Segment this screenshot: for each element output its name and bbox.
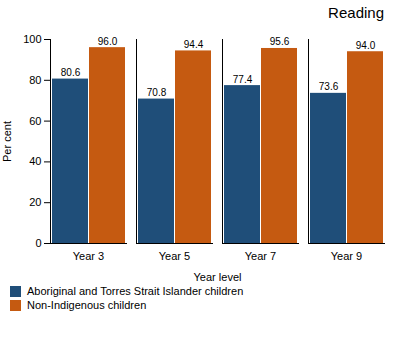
svg-text:20: 20	[29, 196, 41, 208]
svg-text:Year 9: Year 9	[331, 250, 362, 262]
svg-text:Per cent: Per cent	[1, 121, 13, 162]
svg-text:Year 3: Year 3	[73, 250, 104, 262]
svg-text:73.6: 73.6	[319, 81, 339, 92]
svg-text:Year 5: Year 5	[159, 250, 190, 262]
svg-text:77.4: 77.4	[233, 74, 253, 85]
svg-text:100: 100	[23, 33, 41, 45]
svg-text:94.0: 94.0	[356, 40, 376, 51]
html-text:Non-Indigenous children: Non-Indigenous children	[27, 299, 147, 311]
html-text:Aboriginal and Torres Strait I: Aboriginal and Torres Strait Islander ch…	[27, 285, 244, 297]
html-text:Reading: Reading	[328, 4, 384, 21]
svg-text:Year level: Year level	[194, 271, 242, 283]
svg-text:80.6: 80.6	[61, 67, 81, 78]
svg-text:40: 40	[29, 155, 41, 167]
svg-text:94.4: 94.4	[184, 39, 204, 50]
svg-text:80: 80	[29, 74, 41, 86]
svg-text:0: 0	[35, 237, 41, 249]
svg-text:60: 60	[29, 115, 41, 127]
svg-text:70.8: 70.8	[147, 87, 167, 98]
svg-text:96.0: 96.0	[98, 36, 118, 47]
svg-text:Year 7: Year 7	[245, 250, 276, 262]
svg-text:95.6: 95.6	[270, 36, 290, 47]
